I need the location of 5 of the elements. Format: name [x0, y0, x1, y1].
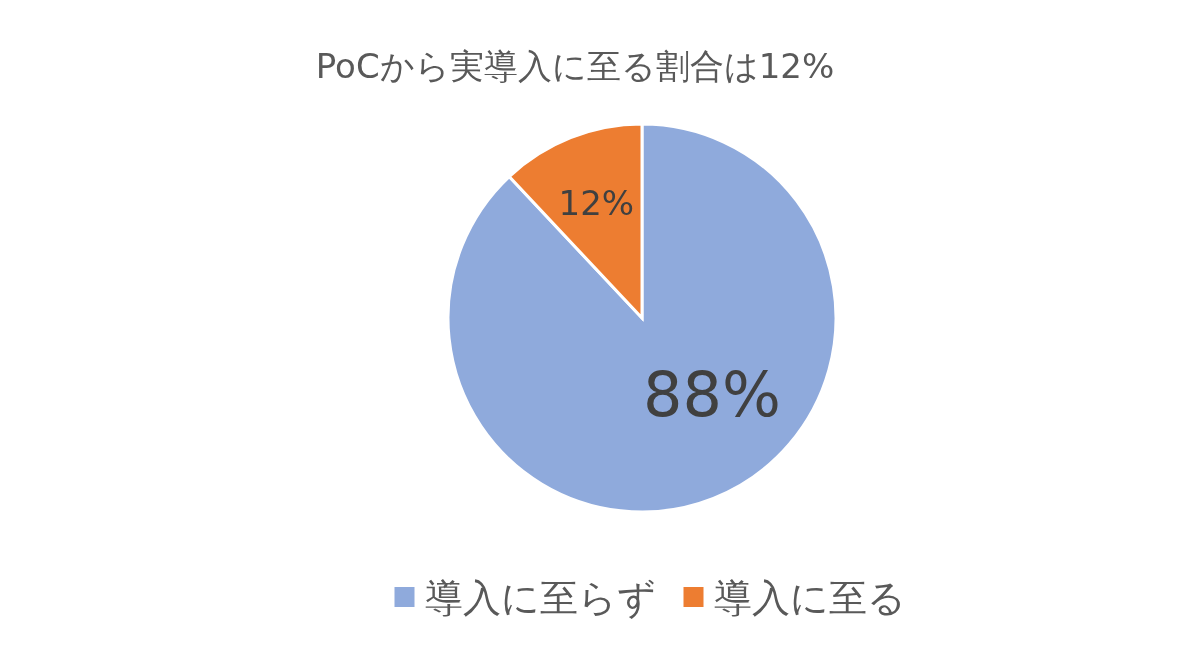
data-label: 12%	[558, 182, 635, 223]
legend-label: 導入に至る	[713, 575, 906, 620]
chart-title: PoCから実導入に至る割合は12%	[315, 46, 835, 86]
data-label: 88%	[643, 358, 781, 432]
legend-label: 導入に至らず	[424, 575, 656, 620]
